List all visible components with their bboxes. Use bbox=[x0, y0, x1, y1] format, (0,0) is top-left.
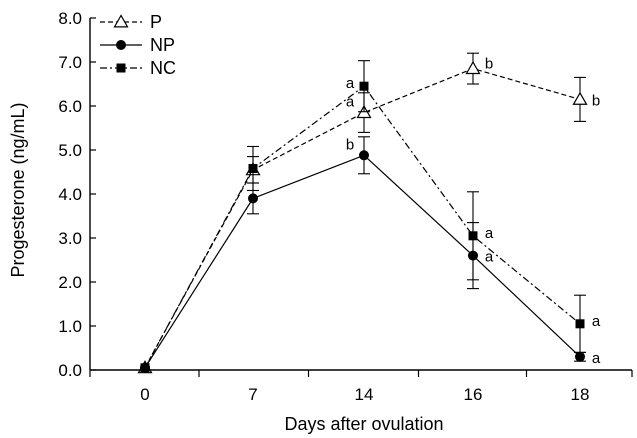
series-nc: aaa bbox=[140, 60, 601, 373]
y-axis-label: Progesterone (ng/mL) bbox=[8, 102, 28, 277]
legend-marker bbox=[113, 14, 129, 28]
series-p: a b b bbox=[137, 52, 600, 374]
x-tick-label: 18 bbox=[571, 385, 590, 404]
legend-label: P bbox=[150, 12, 162, 32]
significance-label: a bbox=[485, 249, 494, 266]
x-tick-label: 16 bbox=[464, 385, 483, 404]
y-tick-label: 7.0 bbox=[58, 53, 82, 72]
y-tick-label: 4.0 bbox=[58, 185, 82, 204]
significance-label: a bbox=[592, 350, 601, 367]
y-tick-label: 1.0 bbox=[58, 317, 82, 336]
y-tick-label: 3.0 bbox=[58, 229, 82, 248]
legend-item-nc: NC bbox=[100, 58, 176, 78]
significance-label: a bbox=[346, 75, 355, 92]
data-point bbox=[468, 231, 478, 241]
data-point bbox=[359, 81, 369, 91]
series-np: baa bbox=[140, 136, 601, 373]
data-point bbox=[140, 363, 150, 373]
significance-label: a bbox=[485, 225, 494, 242]
data-point bbox=[575, 351, 585, 362]
x-axis-label: Days after ovulation bbox=[284, 414, 443, 434]
data-point bbox=[572, 91, 588, 105]
y-tick-label: 8.0 bbox=[58, 9, 82, 28]
series-line bbox=[144, 67, 581, 369]
legend-item-p: P bbox=[100, 12, 162, 32]
y-tick-label: 0.0 bbox=[58, 361, 82, 380]
y-tick-label: 2.0 bbox=[58, 273, 82, 292]
series-line bbox=[144, 85, 581, 369]
y-tick-label: 6.0 bbox=[58, 97, 82, 116]
x-tick-label: 0 bbox=[140, 385, 149, 404]
y-tick-label: 5.0 bbox=[58, 141, 82, 160]
data-point bbox=[359, 150, 369, 161]
legend: P NP NC bbox=[100, 12, 176, 78]
data-point bbox=[575, 319, 585, 329]
significance-label: a bbox=[346, 94, 355, 111]
series-line bbox=[144, 154, 581, 369]
significance-label: a bbox=[592, 313, 601, 330]
significance-label: b bbox=[485, 56, 493, 73]
legend-marker bbox=[116, 63, 126, 73]
x-tick-label: 14 bbox=[355, 385, 374, 404]
legend-item-np: NP bbox=[100, 35, 175, 55]
x-tick-label: 7 bbox=[248, 385, 257, 404]
legend-marker bbox=[116, 40, 126, 50]
ticks: 0.0 1.0 2.0 3.0 4.0 5.0 6.0 7.0 8.0 0 7 14 16 18 bbox=[58, 9, 633, 404]
legend-label: NP bbox=[150, 35, 175, 55]
significance-label: b bbox=[592, 92, 600, 109]
data-point bbox=[248, 163, 258, 173]
significance-label: b bbox=[346, 136, 354, 153]
data-point bbox=[248, 193, 258, 204]
data-point bbox=[465, 60, 481, 75]
legend-label: NC bbox=[150, 58, 176, 78]
